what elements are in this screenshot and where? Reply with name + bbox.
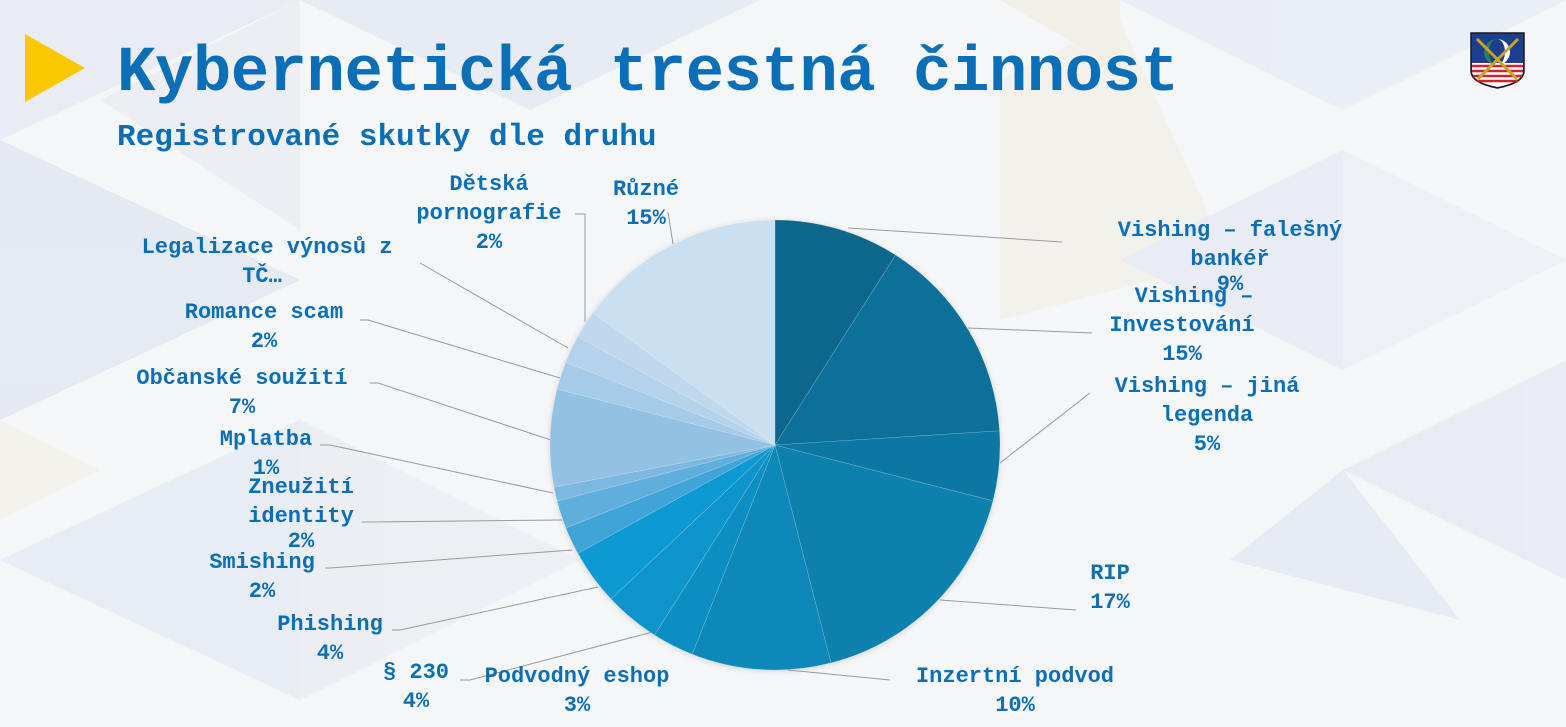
data-label-paragraf-230: § 230 4% [372, 658, 460, 716]
label-text: TČ… [242, 264, 282, 289]
label-text: pornografie [416, 201, 562, 226]
label-text: legenda [1160, 403, 1254, 428]
data-label-ruzne: Různé 15% [596, 175, 696, 233]
label-percent: 17% [1090, 590, 1130, 615]
data-label-smishing: Smishing 2% [196, 548, 328, 606]
pie-slice [592, 219, 776, 446]
label-percent: 4% [316, 641, 344, 666]
label-percent: 7% [228, 395, 256, 420]
coat-of-arms-emblem-icon [1470, 32, 1525, 89]
label-percent: 15% [626, 206, 666, 231]
label-text: RIP [1090, 561, 1130, 586]
leader-lines [320, 211, 1093, 681]
label-percent: 5% [1193, 432, 1221, 457]
data-label-inzertni-podvod: Inzertní podvod 10% [890, 662, 1140, 720]
label-percent: 1% [252, 456, 280, 481]
label-percent: 4% [402, 689, 430, 714]
label-text: Občanské soužití [136, 366, 348, 391]
label-text: Legalizace výnosů z [141, 235, 393, 260]
label-percent: 15% [1162, 342, 1202, 367]
data-label-romance-scam: Romance scam 2% [162, 298, 366, 356]
label-percent: 9% [1216, 272, 1244, 297]
pie-slice [774, 254, 1000, 446]
label-text: Různé [612, 177, 679, 202]
label-text: identity [248, 504, 354, 529]
data-label-rip: RIP 17% [1070, 559, 1150, 617]
label-text: Phishing [277, 612, 383, 637]
label-percent: 10% [995, 693, 1035, 718]
label-text: Vishing – [1134, 284, 1254, 309]
data-label-mplatba: Mplatba 1% [200, 425, 332, 483]
pie-slice [774, 219, 896, 447]
label-text: bankéř [1190, 247, 1270, 272]
data-label-zneuziti-identity: Zneužití identity 2% [234, 473, 368, 556]
label-percent: 2% [287, 529, 315, 554]
data-label-detska-pornografie: Dětská pornografie 2% [400, 170, 578, 257]
chart-subtitle: Registrované skutky dle druhu [117, 120, 657, 155]
data-label-podvodny-eshop: Podvodný eshop 3% [466, 662, 688, 720]
label-text: Romance scam [184, 300, 344, 325]
label-text: Podvodný eshop [484, 664, 670, 689]
label-percent: 2% [248, 579, 276, 604]
label-text: Zneužití [248, 475, 354, 500]
label-text: Vishing – falešný [1117, 218, 1343, 243]
data-label-vishing-investovani: Vishing – Investování 15% [1092, 282, 1272, 369]
data-label-vishing-falesny-bankar: Vishing – falešný bankéř 9% [1095, 216, 1365, 299]
page-title: Kybernetická trestná činnost [117, 38, 1179, 110]
label-text: Smishing [209, 550, 315, 575]
pie-slice [691, 444, 832, 671]
label-text: Investování [1109, 313, 1255, 338]
label-text: Mplatba [219, 427, 313, 452]
data-label-obcanske-souziti: Občanské soužití 7% [112, 364, 372, 422]
slide-marker-arrow [25, 34, 85, 102]
pie-slice [774, 444, 994, 664]
data-label-phishing: Phishing 4% [262, 610, 398, 668]
data-label-legalizace-vynosu: Legalizace výnosů z TČ… [112, 233, 422, 291]
label-text: § 230 [382, 660, 449, 685]
label-percent: 2% [475, 230, 503, 255]
label-text: Dětská [449, 172, 529, 197]
data-label-vishing-jina-legenda: Vishing – jiná legenda 5% [1092, 372, 1322, 459]
label-percent: 2% [250, 329, 278, 354]
label-percent: 3% [563, 693, 591, 718]
label-text: Inzertní podvod [915, 664, 1115, 689]
label-text: Vishing – jiná [1114, 374, 1300, 399]
